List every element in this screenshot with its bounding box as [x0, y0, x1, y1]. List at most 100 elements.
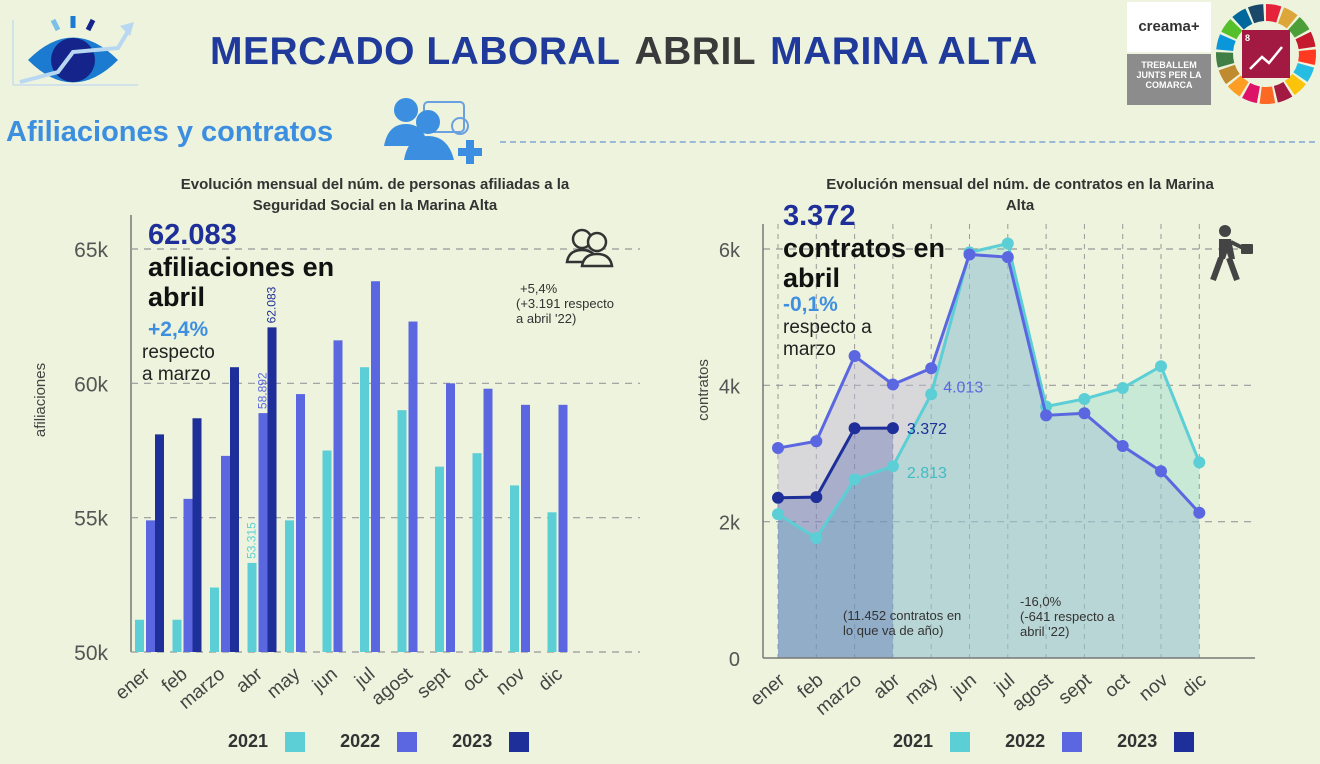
x-tick-label: abr: [232, 663, 267, 697]
y-tick-label: 4k: [719, 376, 741, 398]
chart-title-line: Evolución mensual del núm. de personas a…: [180, 176, 570, 193]
y-tick-label: 2k: [719, 513, 741, 535]
point-2023-abr: [886, 422, 899, 435]
callout-text: afiliaciones en: [148, 252, 335, 282]
yoy-note-contracts: -16,0% (-641 respecto a abril '22): [1020, 594, 1115, 639]
point-2023-ener: [772, 491, 784, 504]
note-line: a abril '22): [516, 311, 577, 326]
junts-logo-text: TREBALLEM JUNTS PER LA COMARCA: [1136, 60, 1202, 90]
area-2023: [778, 428, 893, 658]
point-2022-feb: [810, 435, 823, 448]
x-tick-label: nov: [492, 663, 529, 699]
ods-wheel-segment: [1218, 64, 1240, 85]
title-region: MARINA ALTA: [770, 30, 1038, 73]
legend-swatch-2023: [509, 732, 530, 753]
eye-chart-logo: [12, 16, 138, 86]
point-2022-abr: [886, 378, 899, 391]
bar-2022-feb: [183, 498, 193, 652]
line-2021: [777, 241, 1201, 541]
legend-swatch-2023: [1174, 732, 1195, 753]
ods-wheel-segment: [1216, 34, 1236, 51]
bar-2022-dic: [558, 404, 568, 652]
point-2022-ener: [772, 442, 784, 455]
legend-affiliations: 2021 2022 2023: [228, 731, 530, 753]
bar-2021-ener: [135, 619, 144, 652]
affiliations-callout: 62.083 afiliaciones en abril +2,4% respe…: [142, 219, 335, 386]
legend-label: 2022: [1005, 731, 1046, 751]
ods-wheel-segment: [1247, 4, 1265, 24]
ods-goal-number: 8: [1245, 33, 1250, 43]
bar-2022-agost: [408, 321, 418, 652]
point-2023-feb: [810, 491, 823, 504]
bar-2021-jul: [360, 367, 369, 652]
y-tick-label: 60k: [74, 373, 108, 396]
yoy-note-affiliations: +5,4% (+3.191 respecto a abril '22): [516, 281, 614, 326]
ods-wheel-segment: [1284, 73, 1306, 95]
chart-title-line: Evolución mensual del núm. de contratos …: [826, 176, 1214, 193]
point-2021-nov: [1155, 360, 1167, 373]
people-gear-icon: [384, 98, 482, 164]
legend-label: 2023: [1117, 731, 1158, 751]
point-2022-may: [925, 362, 938, 375]
legend-swatch-2021: [285, 732, 306, 753]
point-2022-nov: [1155, 465, 1167, 478]
point-2021-abr: [886, 460, 899, 473]
bar-2023-marzo: [230, 367, 239, 652]
businessman-walking-icon: [1210, 225, 1253, 282]
legend-label: 2023: [452, 731, 493, 751]
point-2022-dic: [1193, 506, 1206, 519]
chart-title-line: Alta: [1005, 197, 1035, 214]
ods-wheel-segment: [1242, 82, 1260, 104]
note-line: abril '22): [1020, 624, 1070, 639]
x-tick-label: sept: [1055, 669, 1097, 709]
y-axis-label: afiliaciones: [32, 363, 49, 437]
ods-wheel-segment: [1298, 49, 1316, 65]
callout-number: 62.083: [148, 219, 237, 251]
contracts-callout: 3.372 contratos en abril -0,1% respecto …: [783, 200, 945, 361]
point-2021-marzo: [848, 473, 861, 486]
callout-pct: -0,1%: [783, 293, 838, 316]
title-part-1: MERCADO LABORAL: [210, 30, 621, 73]
chart-title-line: Seguridad Social en la Marina Alta: [252, 197, 498, 214]
bar-2022-may: [296, 394, 305, 652]
ods-wheel-segment: [1232, 8, 1253, 30]
line-2022: [777, 252, 1201, 514]
point-2022-jun: [963, 248, 976, 261]
note-line: lo que va de año): [843, 623, 944, 638]
ods-wheel-segment: [1216, 52, 1235, 68]
creama-logo: creama+: [1127, 2, 1211, 52]
ods-wheel-segment: [1277, 7, 1298, 29]
legend-swatch-2022: [397, 732, 418, 753]
x-tick-label: dic: [1178, 670, 1210, 702]
point-2021-sept: [1078, 392, 1091, 405]
data-label: 62.083: [265, 286, 279, 323]
ods-wheel-segment: [1266, 4, 1282, 23]
bar-2021-abr: [247, 562, 257, 652]
legend-label: 2022: [340, 731, 381, 751]
x-tick-label: nov: [1135, 669, 1172, 705]
junts-logo: TREBALLEM JUNTS PER LA COMARCA: [1127, 54, 1211, 105]
legend-swatch-2022: [1062, 732, 1083, 753]
bar-2021-may: [285, 520, 294, 652]
callout-text: abril: [783, 263, 841, 293]
bar-2022-nov: [521, 404, 530, 652]
ods-wheel-segment: [1288, 17, 1310, 38]
x-tick-label: abr: [870, 669, 905, 703]
ods-wheel-segment: [1227, 75, 1249, 97]
y-tick-label: 6k: [719, 240, 741, 262]
bar-2022-marzo: [221, 455, 230, 652]
y-tick-label: 0: [729, 649, 740, 671]
bar-2022-jun: [333, 340, 343, 652]
bar-2022-abr: [258, 413, 268, 652]
ods-wheel-segment: [1295, 31, 1316, 50]
callout-resp: respecto a: [783, 317, 872, 338]
bar-2023-feb: [192, 418, 202, 652]
ods-wheel-logo: 8: [1216, 4, 1316, 105]
ods-wheel-segment: [1273, 82, 1293, 103]
point-2022-marzo: [848, 350, 861, 363]
point-2022-jul: [1001, 251, 1014, 264]
y-tick-label: 55k: [74, 508, 108, 531]
bar-2022-oct: [483, 388, 493, 652]
